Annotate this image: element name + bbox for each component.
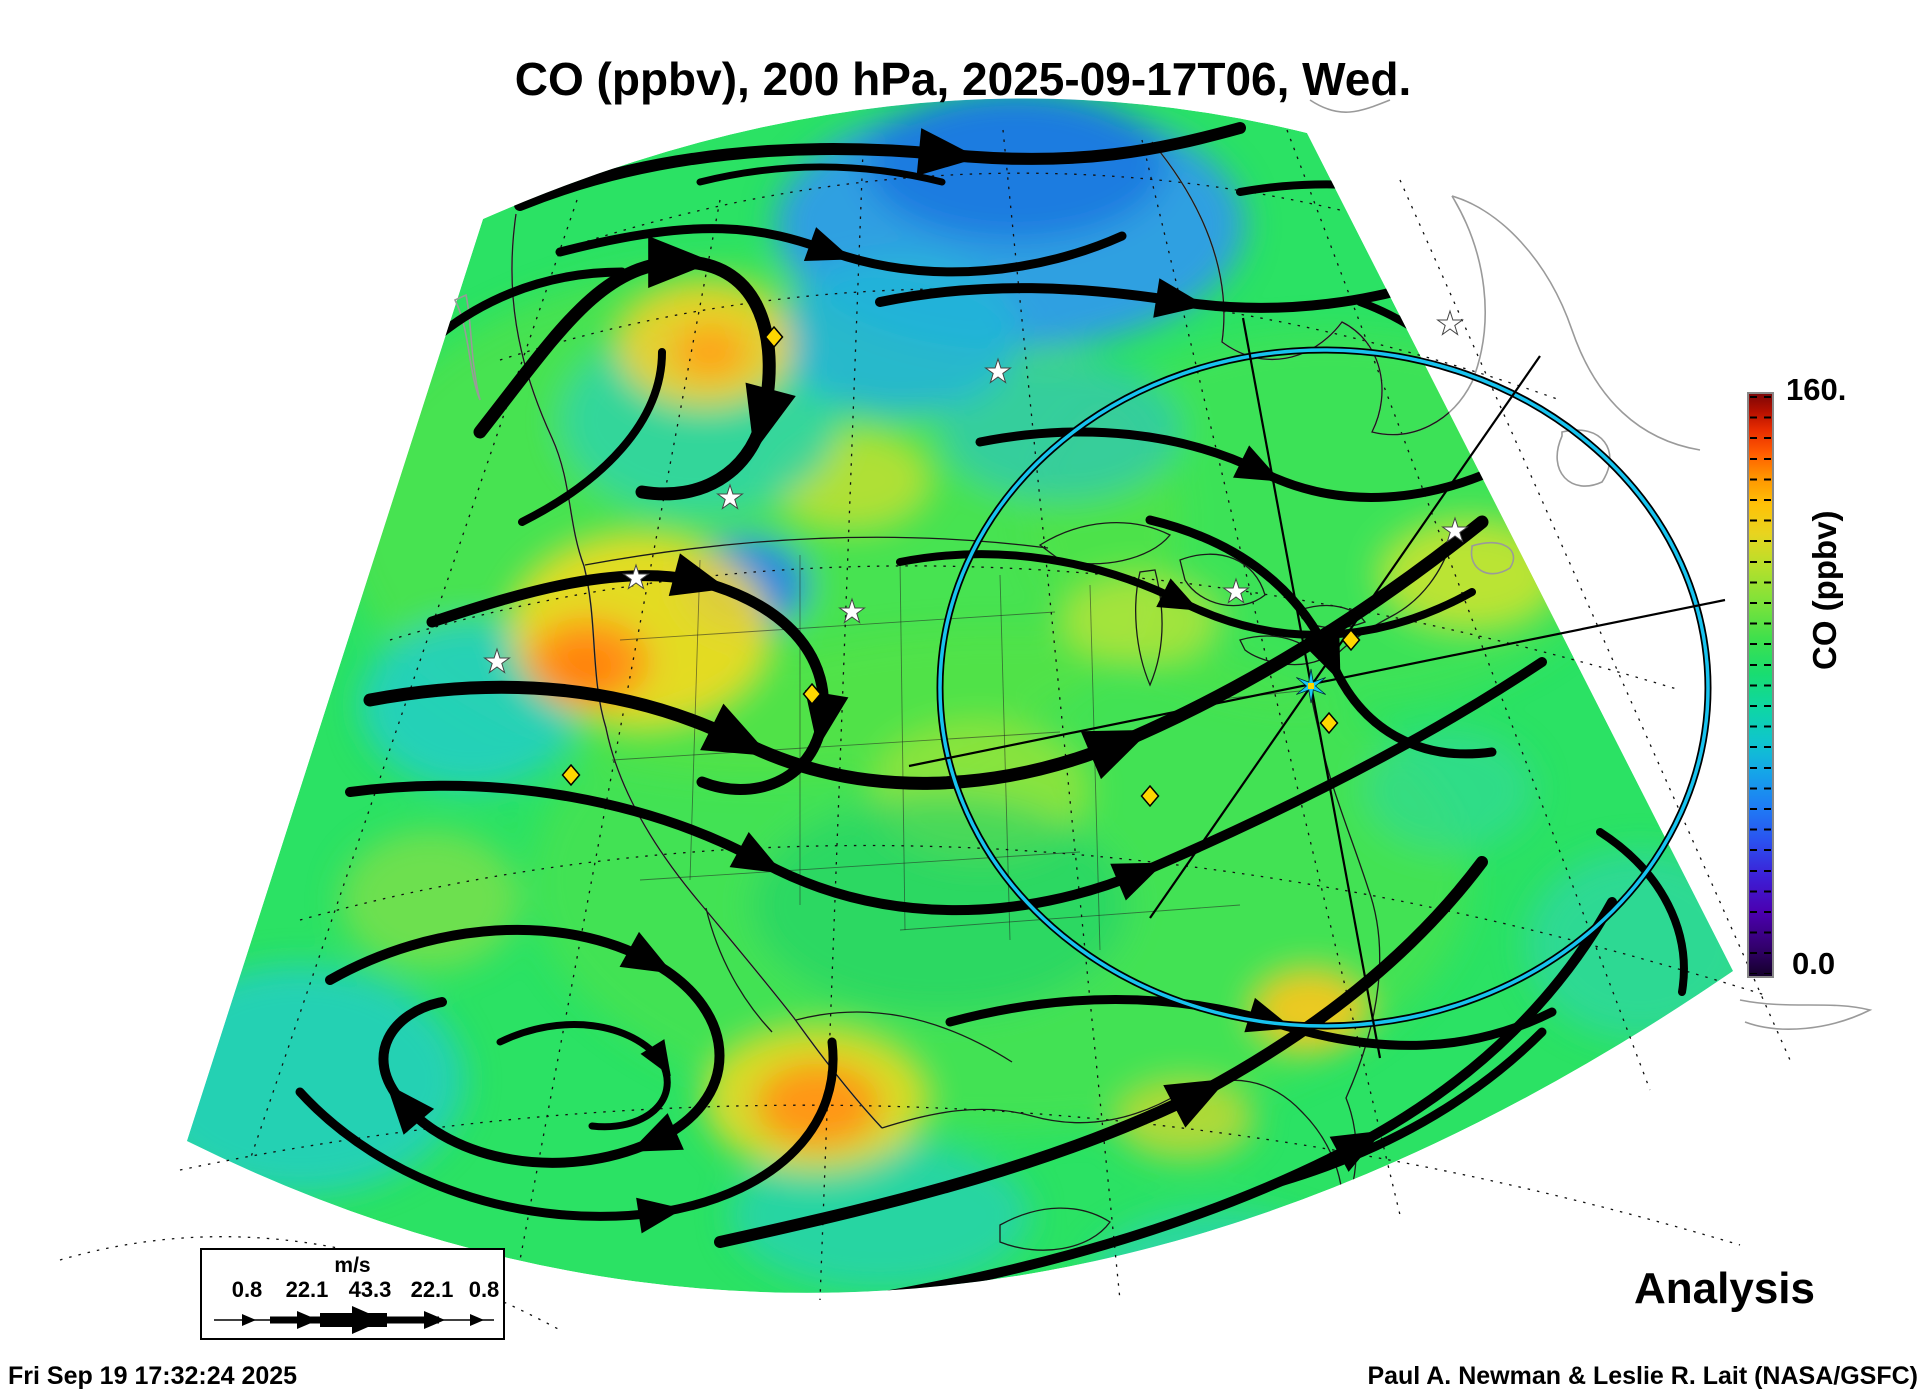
arrowhead-small-icon (470, 1314, 484, 1326)
white-star-marker (1222, 577, 1250, 604)
colorbar (1747, 392, 1774, 978)
yellow-diamond-marker (764, 325, 784, 349)
wind-legend-value: 0.8 (231, 1277, 263, 1302)
footer-credit: Paul A. Newman & Leslie R. Lait (NASA/GS… (1367, 1362, 1918, 1390)
arrowhead-small-icon (242, 1314, 256, 1326)
white-star-marker (716, 483, 744, 510)
white-star-marker (1441, 516, 1469, 543)
colorbar-max-label: 160. (1786, 372, 1847, 407)
wind-legend-value: 0.8 (468, 1277, 500, 1302)
page-title: CO (ppbv), 200 hPa, 2025-09-17T06, Wed. (514, 53, 1412, 105)
colorbar-min-label: 0.0 (1792, 946, 1836, 981)
arrowhead-medium-icon (297, 1311, 318, 1329)
wind-legend-value: 43.3 (348, 1277, 392, 1302)
yellow-diamond-marker (802, 682, 822, 706)
yellow-diamond-marker (561, 763, 581, 787)
wind-legend-value: 22.1 (285, 1277, 329, 1302)
white-star-marker (984, 357, 1012, 384)
wind-speed-legend: m/s 0.8 22.1 43.3 22.1 0.8 (200, 1248, 505, 1340)
colorbar-ticks-right (1764, 396, 1771, 974)
colorbar-axis-label: CO (ppbv) (1806, 510, 1843, 670)
wind-legend-arrow-scale (214, 1306, 494, 1334)
white-star-marker (838, 597, 866, 624)
arrowhead-large-icon (352, 1306, 384, 1334)
wind-legend-value: 22.1 (410, 1277, 454, 1302)
station-markers (483, 309, 1469, 808)
wind-legend-units-label: m/s (334, 1254, 371, 1277)
yellow-diamond-marker (1341, 628, 1361, 652)
yellow-diamond-marker (1140, 784, 1160, 808)
yellow-diamond-marker (1319, 711, 1339, 735)
white-star-marker (1436, 309, 1464, 336)
arrowhead-medium-icon (424, 1311, 445, 1329)
white-star-marker (483, 647, 511, 674)
product-label: Analysis (1634, 1264, 1815, 1313)
range-ring (936, 346, 1712, 1030)
footer-timestamp: Fri Sep 19 17:32:24 2025 (8, 1362, 298, 1390)
white-star-marker (622, 563, 650, 590)
colorbar-ticks-left (1750, 396, 1757, 974)
